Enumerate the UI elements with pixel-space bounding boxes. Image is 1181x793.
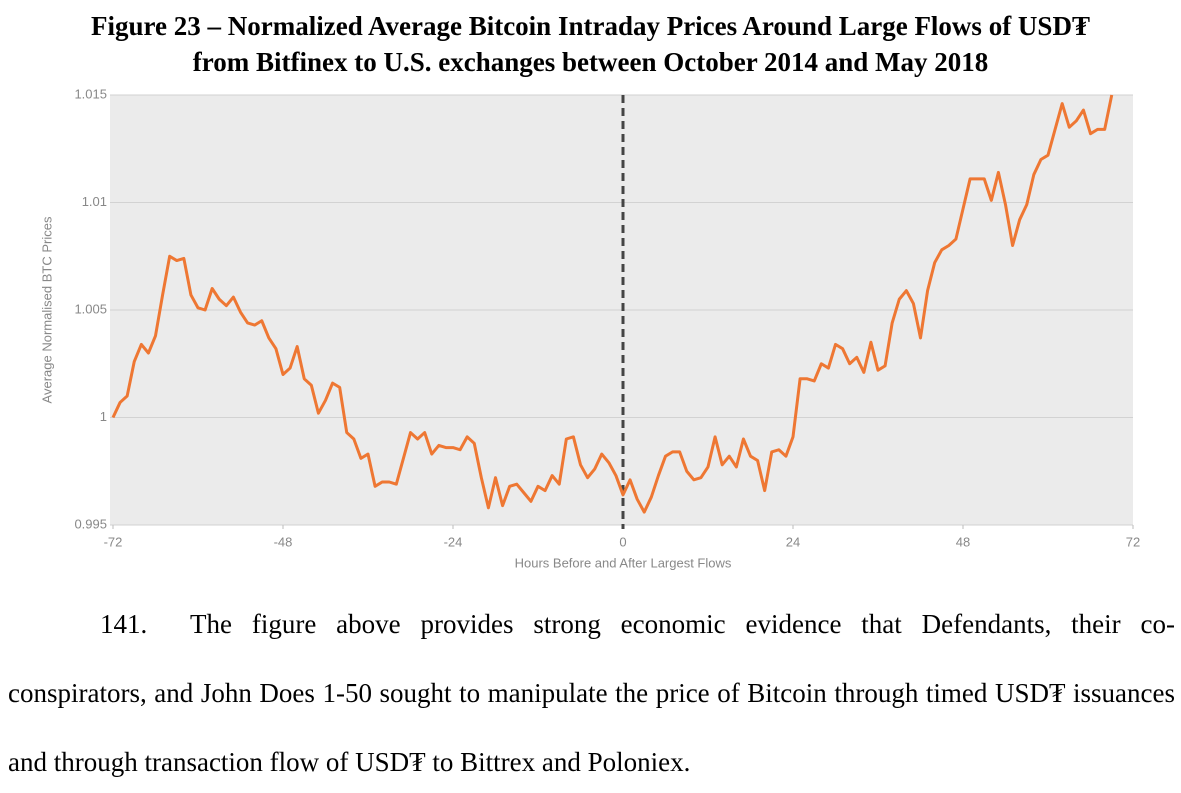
x-tick-label: 48 xyxy=(956,534,970,549)
figure-title: Figure 23 – Normalized Average Bitcoin I… xyxy=(0,8,1181,80)
paragraph-text: The figure above provides strong economi… xyxy=(8,609,1175,777)
y-tick-label: 1.005 xyxy=(74,301,107,316)
x-axis-label: Hours Before and After Largest Flows xyxy=(515,555,732,570)
paragraph-number: 141. xyxy=(100,609,148,639)
price-line xyxy=(111,94,1114,514)
chart: Hours Before and After Largest Flows Ave… xyxy=(39,86,1140,570)
x-tick-label: 0 xyxy=(619,534,626,549)
y-tick-label: 1 xyxy=(100,409,107,424)
y-axis-label: Average Normalised BTC Prices xyxy=(39,216,54,403)
x-tick-label: 24 xyxy=(786,534,800,549)
x-tick-label: -72 xyxy=(104,534,123,549)
y-tick-label: 1.01 xyxy=(82,194,107,209)
y-tick-label: 1.015 xyxy=(74,86,107,101)
x-tick-label: -24 xyxy=(444,534,463,549)
title-line: Figure 23 – Normalized Average Bitcoin I… xyxy=(91,11,1090,41)
paragraph: 141. The figure above provides strong eco… xyxy=(8,590,1175,793)
y-tick-label: 0.995 xyxy=(74,516,107,531)
x-tick-label: -48 xyxy=(274,534,293,549)
title-line: from Bitfinex to U.S. exchanges between … xyxy=(192,47,989,77)
x-tick-label: 72 xyxy=(1126,534,1140,549)
